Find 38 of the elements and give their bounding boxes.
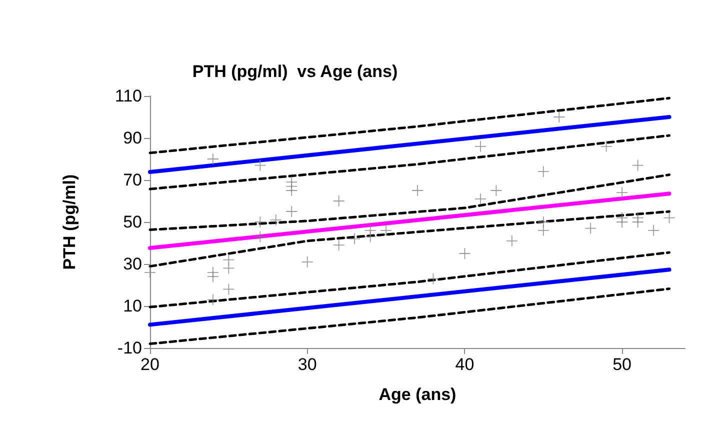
point bbox=[286, 206, 298, 217]
x-tick-label: 50 bbox=[612, 355, 632, 374]
point bbox=[144, 266, 156, 278]
point bbox=[333, 196, 344, 206]
x-tick-label: 40 bbox=[455, 355, 474, 374]
point bbox=[474, 140, 486, 152]
point bbox=[616, 216, 628, 228]
y-tick-label: 50 bbox=[123, 212, 142, 232]
point bbox=[302, 256, 313, 268]
point bbox=[648, 224, 660, 236]
y-tick-label: 110 bbox=[114, 86, 142, 106]
chart-title: PTH (pg/ml) vs Age (ans) bbox=[192, 62, 398, 81]
y-tick-label: -10 bbox=[117, 338, 142, 358]
y-tick-label: 70 bbox=[123, 170, 142, 190]
line-series bbox=[148, 174, 671, 232]
point bbox=[270, 214, 282, 226]
point bbox=[380, 224, 392, 236]
point bbox=[474, 193, 486, 204]
point bbox=[286, 185, 298, 196]
x-tick-label: 20 bbox=[140, 355, 160, 374]
point bbox=[616, 187, 628, 198]
point bbox=[490, 185, 502, 196]
point bbox=[506, 235, 518, 246]
point bbox=[207, 154, 218, 164]
point bbox=[554, 112, 565, 122]
x-tick-label: 30 bbox=[298, 355, 317, 374]
point bbox=[538, 224, 549, 236]
point bbox=[412, 185, 423, 196]
y-tick-label: 90 bbox=[123, 128, 142, 148]
y-tick-label: 10 bbox=[123, 296, 142, 316]
point bbox=[333, 240, 344, 251]
point bbox=[207, 271, 218, 282]
x-axis-title: Age (ans) bbox=[378, 385, 456, 404]
y-axis-title: PTH (pg/ml) bbox=[60, 174, 79, 270]
y-tick-label: 30 bbox=[123, 254, 142, 274]
point bbox=[254, 216, 266, 228]
point bbox=[538, 166, 549, 178]
point bbox=[600, 140, 612, 152]
